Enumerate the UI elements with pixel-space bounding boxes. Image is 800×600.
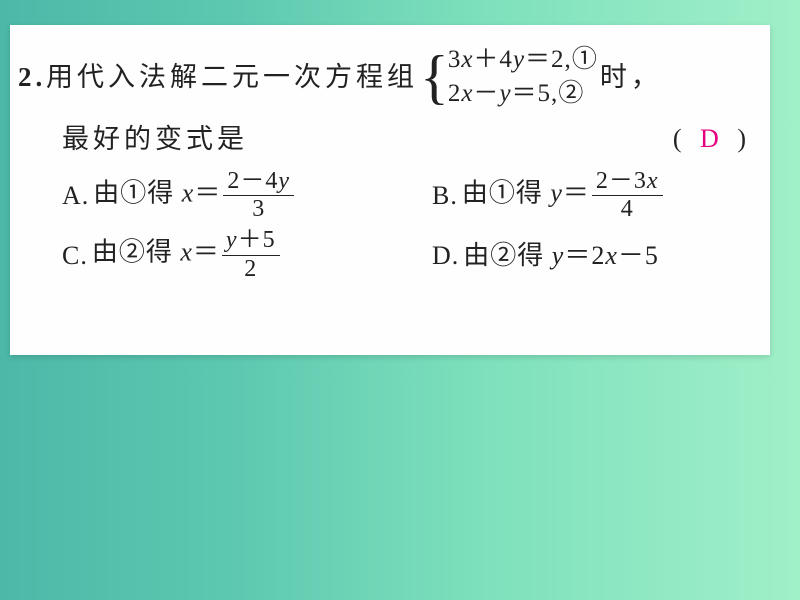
paren-close: ) bbox=[737, 124, 746, 153]
option-row-2: C. 由②得 x＝y＋52 D. 由②得 y＝2x－5 bbox=[62, 228, 746, 281]
question-card: 2. 用代入法解二元一次方程组 { 3x＋4y＝2,① 2x－y＝5,② 时， … bbox=[10, 25, 770, 355]
option-b-den: 4 bbox=[617, 196, 638, 222]
option-c-prefix: 由②得 bbox=[92, 238, 181, 267]
stem-line-1: 2. 用代入法解二元一次方程组 { 3x＋4y＝2,① 2x－y＝5,② 时， bbox=[18, 43, 746, 111]
option-a-prefix: 由①得 bbox=[93, 179, 182, 208]
equation-1: 3x＋4y＝2,① bbox=[448, 43, 598, 77]
equation-2: 2x－y＝5,② bbox=[448, 77, 598, 111]
option-c-fraction: y＋52 bbox=[222, 228, 280, 281]
question-content: 2. 用代入法解二元一次方程组 { 3x＋4y＝2,① 2x－y＝5,② 时， … bbox=[10, 25, 770, 306]
option-d: D. 由②得 y＝2x－5 bbox=[432, 228, 659, 281]
option-b-fraction: 2－3x4 bbox=[592, 169, 663, 222]
option-a: A. 由①得 x＝2－4y3 bbox=[62, 169, 432, 222]
option-b-letter: B. bbox=[432, 176, 458, 215]
option-b: B. 由①得 y＝2－3x4 bbox=[432, 169, 665, 222]
option-c-den: 2 bbox=[240, 256, 261, 282]
option-a-fraction: 2－4y3 bbox=[223, 169, 294, 222]
stem-text-3: 最好的变式是 bbox=[62, 119, 248, 160]
left-brace-icon: { bbox=[420, 47, 450, 107]
answer-letter: D bbox=[688, 124, 731, 153]
option-d-letter: D. bbox=[432, 236, 459, 275]
answer-blank: ( D ) bbox=[673, 119, 746, 158]
option-row-1: A. 由①得 x＝2－4y3 B. 由①得 y＝2－3x4 bbox=[62, 169, 746, 222]
option-d-text: 由②得 y＝2x－5 bbox=[463, 236, 659, 275]
paren-open: ( bbox=[673, 124, 682, 153]
option-a-text: 由①得 x＝2－4y3 bbox=[93, 169, 296, 222]
equation-system: { 3x＋4y＝2,① 2x－y＝5,② bbox=[420, 43, 598, 111]
stem-text-1: 用代入法解二元一次方程组 bbox=[46, 57, 418, 98]
option-c-text: 由②得 x＝y＋52 bbox=[92, 228, 282, 281]
question-number: 2. bbox=[18, 57, 46, 98]
option-b-text: 由①得 y＝2－3x4 bbox=[462, 169, 665, 222]
options-block: A. 由①得 x＝2－4y3 B. 由①得 y＝2－3x4 C. 由②得 x bbox=[18, 169, 746, 282]
stem-line-2: 最好的变式是 ( D ) bbox=[18, 119, 746, 160]
option-a-letter: A. bbox=[62, 176, 89, 215]
option-d-prefix: 由②得 bbox=[463, 241, 552, 270]
stem-text-2: 时， bbox=[600, 57, 662, 98]
option-b-prefix: 由①得 bbox=[462, 179, 551, 208]
option-a-den: 3 bbox=[248, 196, 269, 222]
option-c: C. 由②得 x＝y＋52 bbox=[62, 228, 432, 281]
option-c-letter: C. bbox=[62, 236, 88, 275]
equations: 3x＋4y＝2,① 2x－y＝5,② bbox=[448, 43, 598, 111]
